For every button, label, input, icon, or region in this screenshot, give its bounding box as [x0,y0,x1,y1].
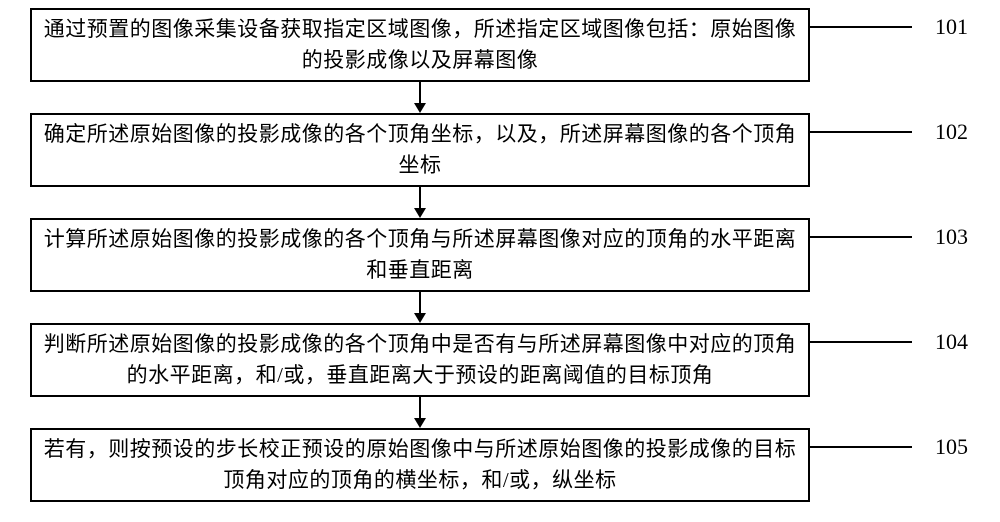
flow-step-label: 102 [935,119,968,145]
connector-line [419,397,421,418]
leader-line [810,26,912,28]
flow-step-text: 判断所述原始图像的投影成像的各个顶角中是否有与所述屏幕图像中对应的顶角的水平距离… [42,329,798,392]
flow-step-box: 若有，则按预设的步长校正预设的原始图像中与所述原始图像的投影成像的目标顶角对应的… [30,428,810,502]
flow-step-label: 105 [935,434,968,460]
flow-step-box: 计算所述原始图像的投影成像的各个顶角与所述屏幕图像对应的顶角的水平距离和垂直距离 [30,218,810,292]
flowchart-canvas: 通过预置的图像采集设备获取指定区域图像，所述指定区域图像包括：原始图像的投影成像… [0,0,1000,522]
connector-line [419,292,421,313]
flow-step-text: 若有，则按预设的步长校正预设的原始图像中与所述原始图像的投影成像的目标顶角对应的… [42,434,798,497]
arrow-down-icon [414,418,426,428]
leader-line [810,236,912,238]
arrow-down-icon [414,103,426,113]
flow-step-label: 101 [935,14,968,40]
flow-step-text: 计算所述原始图像的投影成像的各个顶角与所述屏幕图像对应的顶角的水平距离和垂直距离 [42,224,798,287]
leader-line [810,131,912,133]
flow-step-label: 103 [935,224,968,250]
flow-step-text: 通过预置的图像采集设备获取指定区域图像，所述指定区域图像包括：原始图像的投影成像… [42,14,798,77]
arrow-down-icon [414,313,426,323]
connector-line [419,187,421,208]
leader-line [810,446,912,448]
flow-step-text: 确定所述原始图像的投影成像的各个顶角坐标，以及，所述屏幕图像的各个顶角坐标 [42,119,798,182]
flow-step-box: 确定所述原始图像的投影成像的各个顶角坐标，以及，所述屏幕图像的各个顶角坐标 [30,113,810,187]
flow-step-box: 判断所述原始图像的投影成像的各个顶角中是否有与所述屏幕图像中对应的顶角的水平距离… [30,323,810,397]
connector-line [419,82,421,103]
arrow-down-icon [414,208,426,218]
flow-step-label: 104 [935,329,968,355]
flow-step-box: 通过预置的图像采集设备获取指定区域图像，所述指定区域图像包括：原始图像的投影成像… [30,8,810,82]
leader-line [810,341,912,343]
